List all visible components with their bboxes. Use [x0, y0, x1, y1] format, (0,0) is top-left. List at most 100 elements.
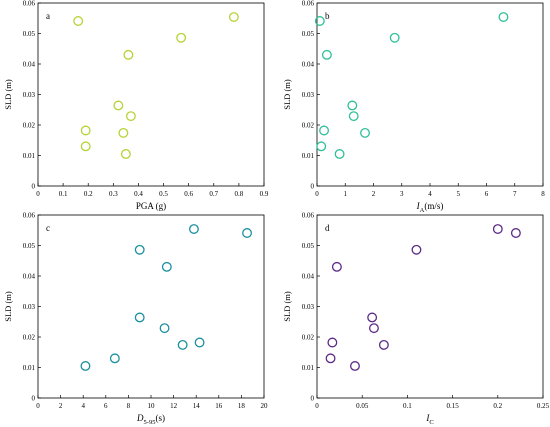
x-tick-label: 0.9	[260, 190, 269, 198]
y-axis-title: SLD (m)	[3, 79, 13, 110]
x-tick-label: 16	[215, 402, 223, 410]
x-tick-label: 0.7	[209, 190, 218, 198]
y-tick-label: 0.02	[23, 122, 36, 130]
x-axis-title-sub: A	[420, 207, 425, 214]
data-point	[188, 224, 199, 234]
x-tick-label: 4	[428, 190, 432, 198]
panel-letter: a	[46, 11, 50, 21]
x-axis-title: IC	[425, 413, 433, 426]
data-point	[316, 141, 327, 152]
x-tick-label: 0.05	[356, 402, 369, 410]
x-axis-title-main: I	[425, 413, 430, 423]
y-tick-label: 0.03	[23, 303, 36, 311]
x-tick-label: 3	[400, 190, 404, 198]
data-point	[134, 312, 145, 323]
x-tick-label: 2	[372, 190, 376, 198]
y-tick-label: 0.01	[302, 364, 315, 372]
y-tick-label: 0.01	[302, 152, 315, 160]
x-tick-label: 1	[344, 190, 348, 198]
x-tick-label: 0.15	[446, 402, 459, 410]
data-point	[492, 224, 503, 234]
x-tick-label: 14	[193, 402, 201, 410]
x-tick-label: 2	[59, 402, 63, 410]
data-point	[80, 125, 91, 136]
plot-frame	[316, 214, 544, 399]
data-point	[242, 228, 253, 238]
x-axis-title-unit: (s)	[155, 413, 165, 423]
data-point	[334, 149, 345, 159]
panel-letter: d	[325, 223, 330, 233]
data-point	[109, 353, 120, 364]
data-point	[347, 100, 358, 111]
x-axis-title-sub: C	[429, 419, 433, 426]
y-tick-label: 0.06	[302, 0, 315, 8]
y-tick-label: 0.06	[23, 212, 36, 220]
x-tick-label: 7	[513, 190, 517, 198]
x-tick-label: 0.25	[537, 402, 550, 410]
y-tick-label: 0.02	[302, 122, 315, 130]
data-point	[498, 12, 509, 22]
x-axis-title-sub: 5-95	[144, 419, 156, 426]
panel-d: 0 0.05 0.1 0.15 0.2 0.25 0 0.01 0.02 0.03 0.04 0.05…	[282, 212, 550, 427]
data-point	[113, 100, 124, 111]
y-axis-title: SLD (m)	[3, 291, 13, 322]
data-point	[120, 149, 131, 159]
data-point	[389, 32, 400, 43]
data-point	[411, 244, 422, 255]
data-point	[73, 16, 84, 26]
y-tick-label: 0.02	[23, 334, 36, 342]
y-tick-label: 0	[32, 395, 36, 403]
x-tick-label: 0	[36, 402, 40, 410]
data-point	[378, 339, 389, 350]
x-tick-label: 4	[81, 402, 85, 410]
x-tick-label: 20	[261, 402, 269, 410]
data-point	[80, 361, 91, 371]
x-tick-label: 18	[238, 402, 246, 410]
y-tick-label: 0.03	[302, 91, 315, 99]
x-axis-title: PGA (g)	[136, 201, 166, 211]
data-point	[319, 125, 330, 136]
x-tick-label: 10	[148, 402, 156, 410]
data-point	[134, 244, 145, 255]
x-tick-label: 5	[457, 190, 461, 198]
y-tick-label: 0.05	[23, 30, 36, 38]
data-point	[177, 339, 188, 350]
x-tick-label: 0.2	[84, 190, 93, 198]
x-tick-label: 0.5	[159, 190, 168, 198]
data-point	[125, 111, 136, 122]
data-point	[321, 49, 332, 60]
y-tick-label: 0.04	[302, 61, 315, 69]
data-point	[367, 312, 378, 323]
y-tick-label: 0.01	[23, 152, 36, 160]
y-tick-label: 0.05	[302, 242, 315, 250]
x-tick-label: 0.1	[59, 190, 68, 198]
panel-b: 0 1 2 3 4 5 6 7 8 0 0.01 0.02 0.03 0.04 0.05 0.06 b SLD (…	[282, 0, 545, 214]
data-point	[331, 261, 342, 272]
data-point	[327, 337, 338, 348]
x-axis-title: IA(m/s)	[416, 201, 444, 214]
panel-letter: b	[325, 11, 330, 21]
y-tick-label: 0.05	[23, 242, 36, 250]
x-axis-title-unit: (m/s)	[424, 201, 443, 211]
y-axis-title: SLD (m)	[282, 79, 292, 110]
x-tick-label: 8	[541, 190, 545, 198]
data-point	[510, 228, 521, 238]
x-tick-label: 0	[315, 402, 319, 410]
x-tick-label: 0	[36, 190, 40, 198]
x-tick-label: 0.3	[109, 190, 118, 198]
panel-c: 0 2 4 6 8 10 12 14 16 18 20 0 0.01 0.02 0.03 0.04 0.05 0.…	[3, 212, 268, 427]
x-tick-label: 6	[104, 402, 108, 410]
x-tick-label: 0	[315, 190, 319, 198]
y-tick-label: 0	[311, 183, 315, 191]
data-point	[118, 127, 129, 138]
data-point	[350, 361, 360, 371]
data-point	[159, 323, 170, 334]
panel-letter: c	[46, 223, 50, 233]
y-tick-label: 0.04	[302, 273, 315, 281]
data-point	[228, 12, 239, 22]
data-point	[123, 49, 134, 60]
y-tick-label: 0.06	[23, 0, 36, 8]
y-tick-label: 0.02	[302, 334, 315, 342]
data-point	[80, 141, 91, 152]
